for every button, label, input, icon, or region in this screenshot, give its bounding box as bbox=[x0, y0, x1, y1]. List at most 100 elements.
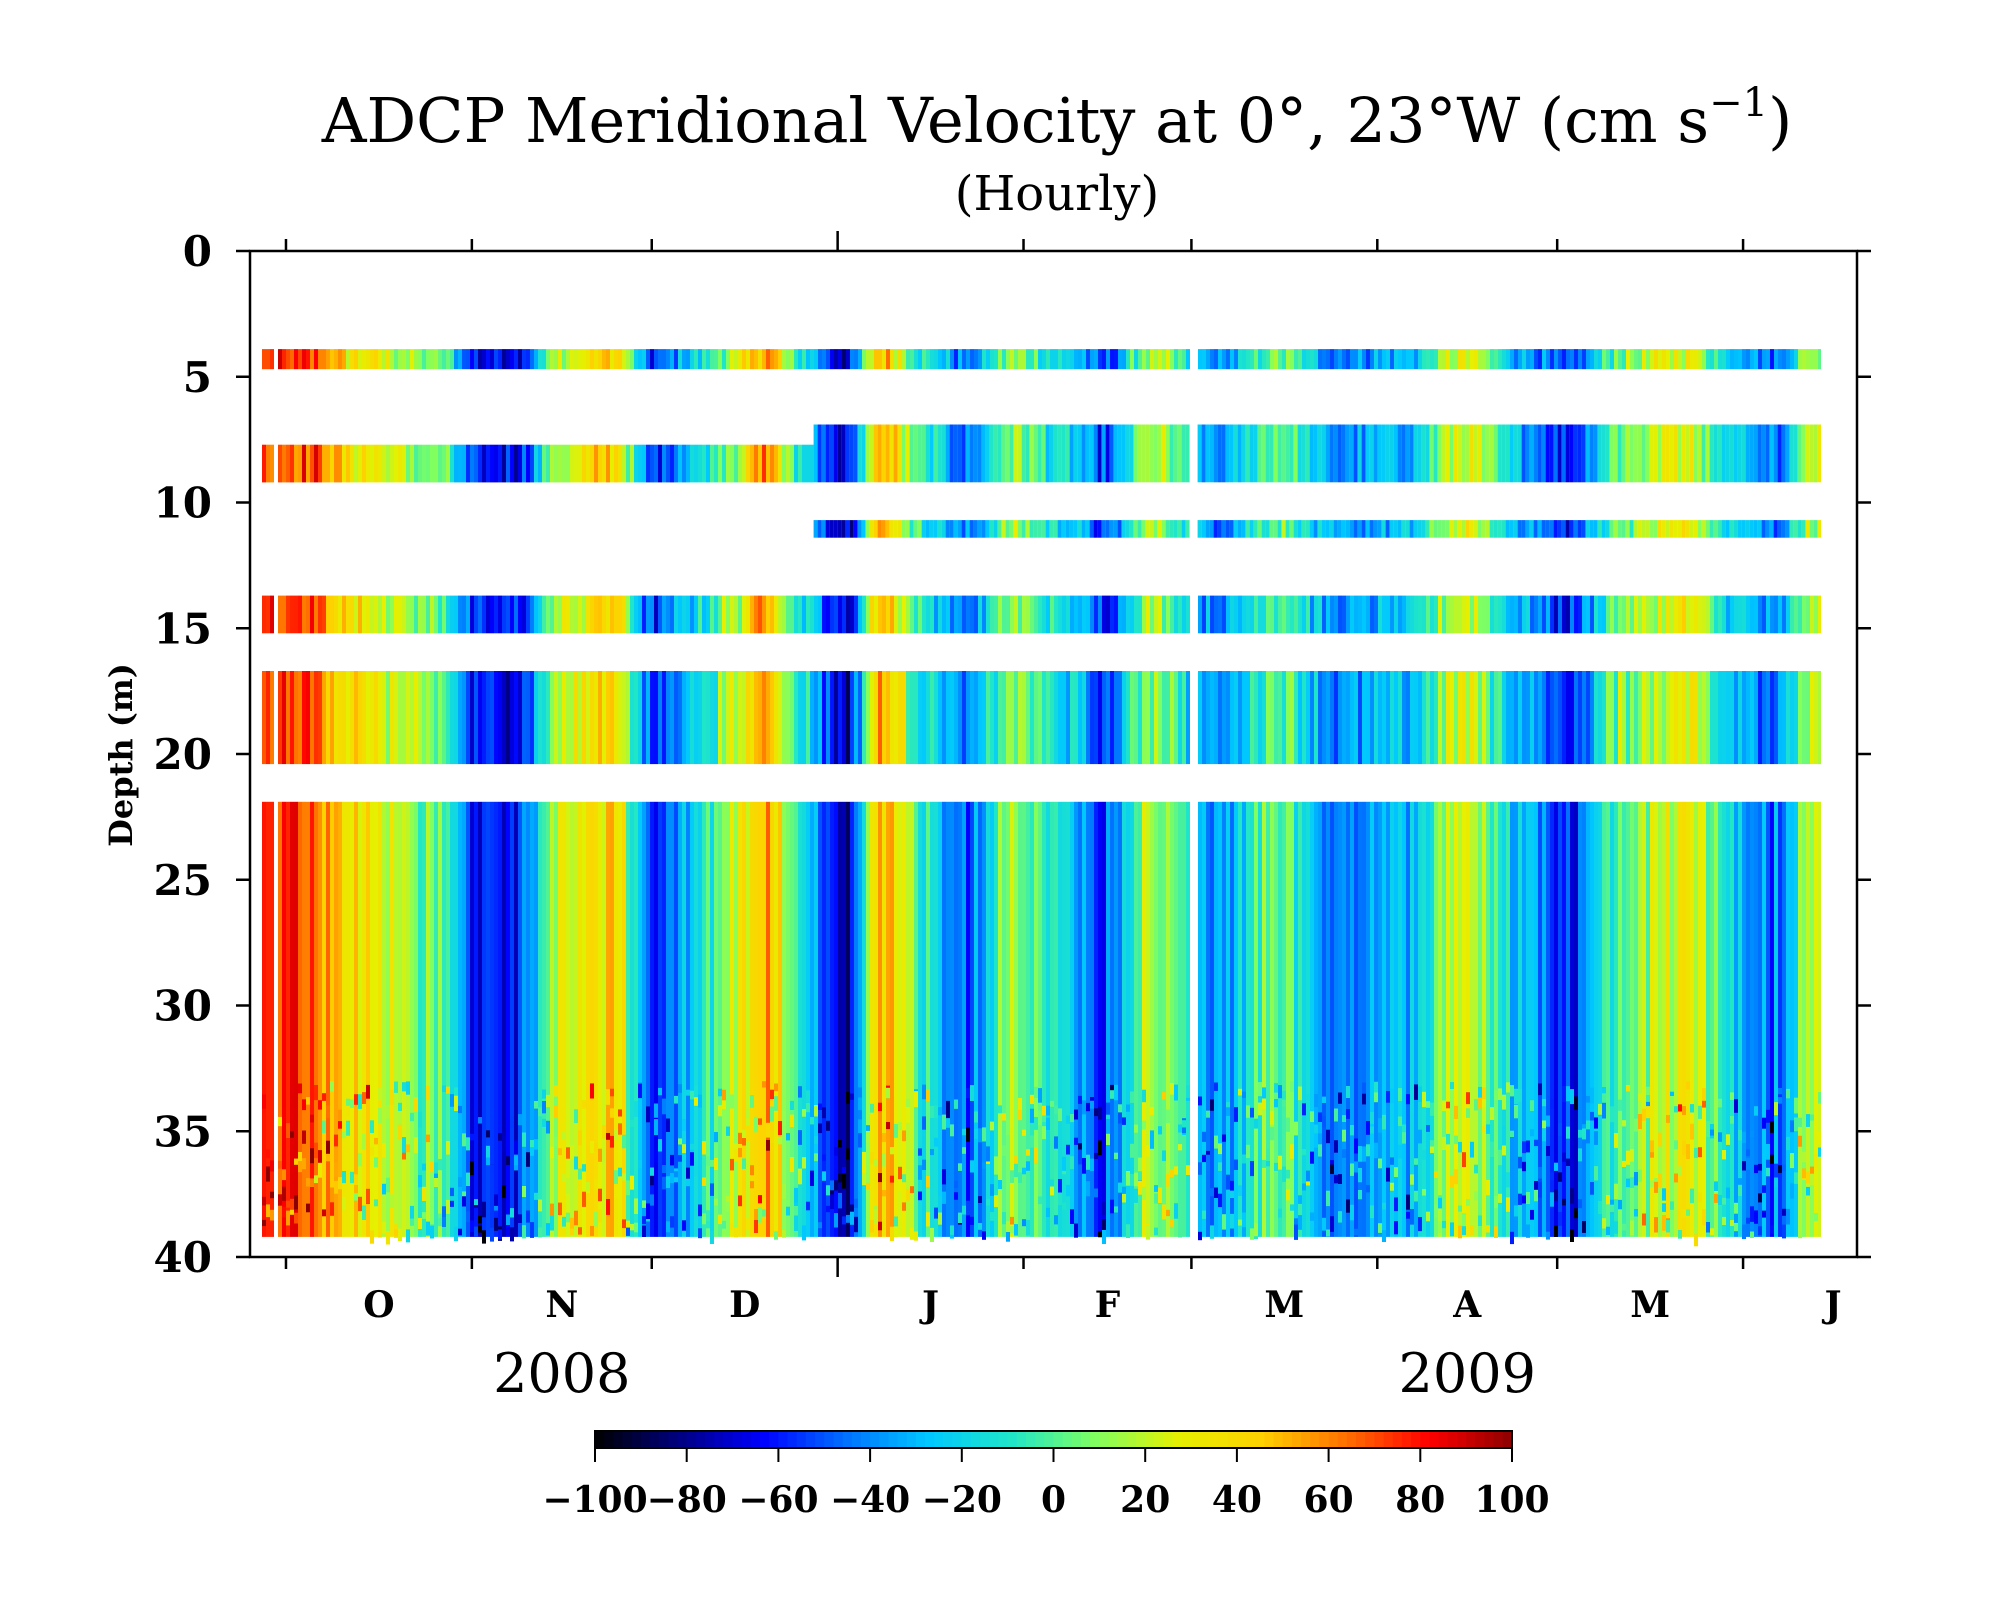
heat-cell bbox=[906, 349, 910, 370]
heat-cell bbox=[462, 595, 466, 634]
heat-cell bbox=[1530, 671, 1534, 765]
heat-cell bbox=[694, 1097, 698, 1106]
heat-cell bbox=[422, 349, 426, 370]
heat-cell bbox=[442, 1206, 446, 1217]
heat-cell bbox=[1165, 424, 1170, 483]
heat-cell bbox=[738, 1195, 742, 1207]
heat-cell bbox=[1234, 671, 1238, 765]
heat-cell bbox=[1558, 671, 1562, 765]
heat-cell bbox=[1618, 1099, 1622, 1111]
heat-cell bbox=[606, 595, 610, 634]
heat-cell bbox=[862, 1151, 866, 1167]
heat-cell bbox=[1470, 349, 1474, 370]
heat-cell bbox=[970, 1160, 974, 1173]
heat-cell bbox=[1474, 1191, 1478, 1201]
heat-cell bbox=[1498, 671, 1502, 765]
heat-cell bbox=[534, 1192, 538, 1200]
heat-cell bbox=[1702, 349, 1706, 370]
heat-cell bbox=[510, 1208, 514, 1218]
heat-cell bbox=[1178, 671, 1182, 765]
heat-cell bbox=[1790, 595, 1794, 634]
heat-cell bbox=[1002, 801, 1006, 1237]
heat-cell bbox=[1130, 801, 1134, 1237]
colorbar-swatch bbox=[1181, 1431, 1192, 1448]
heat-cell bbox=[762, 1081, 766, 1088]
heat-cell bbox=[754, 1219, 758, 1233]
heat-cell bbox=[694, 671, 698, 765]
heat-cell bbox=[974, 801, 978, 1237]
heat-cell bbox=[913, 520, 918, 538]
heat-cell bbox=[550, 801, 554, 1237]
heat-cell bbox=[1590, 349, 1594, 370]
heat-cell bbox=[1533, 520, 1538, 538]
chart-title-close: ) bbox=[1768, 84, 1792, 157]
heat-cell bbox=[1357, 520, 1362, 538]
heat-cell bbox=[774, 1096, 778, 1111]
heat-cell bbox=[702, 1177, 706, 1186]
heat-cell bbox=[1442, 1136, 1446, 1150]
heat-cell bbox=[722, 671, 726, 765]
heat-cell bbox=[1354, 595, 1358, 634]
heat-cell bbox=[670, 801, 674, 1237]
heat-cell bbox=[538, 444, 542, 483]
heat-cell bbox=[290, 671, 294, 765]
heat-cell bbox=[1478, 349, 1482, 370]
heat-cell bbox=[1542, 1128, 1546, 1142]
heat-cell bbox=[1090, 595, 1094, 634]
heat-cell bbox=[666, 1118, 670, 1132]
heat-cell bbox=[1154, 1185, 1158, 1192]
heat-cell bbox=[338, 801, 342, 1237]
heat-cell bbox=[658, 1203, 662, 1216]
heat-cell bbox=[973, 520, 978, 538]
heat-cell bbox=[570, 444, 574, 483]
heat-cell bbox=[1649, 424, 1654, 483]
heat-cell bbox=[1254, 1223, 1258, 1237]
heat-cell bbox=[426, 1221, 430, 1236]
heat-cell bbox=[1322, 595, 1326, 634]
heat-cell bbox=[1617, 424, 1622, 483]
heat-cell bbox=[578, 1168, 582, 1180]
heat-cell bbox=[1670, 595, 1674, 634]
heat-cell bbox=[810, 1170, 814, 1186]
heat-cell bbox=[1241, 520, 1246, 538]
heat-cell bbox=[386, 1231, 390, 1245]
heat-cell bbox=[1446, 671, 1450, 765]
heat-cell bbox=[1250, 595, 1254, 634]
heat-cell bbox=[778, 595, 782, 634]
heat-cell bbox=[406, 444, 410, 483]
heat-cell bbox=[1310, 801, 1314, 1237]
heat-cell bbox=[614, 1128, 618, 1140]
heat-cell bbox=[1054, 671, 1058, 765]
heat-cell bbox=[1430, 1102, 1434, 1116]
heat-cell bbox=[322, 1120, 326, 1134]
heat-cell bbox=[1274, 349, 1278, 370]
heat-cell bbox=[1774, 1163, 1778, 1178]
heat-cell bbox=[1654, 671, 1658, 765]
heat-cell bbox=[690, 595, 694, 634]
heat-cell bbox=[1382, 349, 1386, 370]
heat-cell bbox=[1146, 595, 1150, 634]
heat-cell bbox=[1390, 349, 1394, 370]
heat-cell bbox=[806, 595, 810, 634]
heat-cell bbox=[1669, 424, 1674, 483]
heat-cell bbox=[1582, 1221, 1586, 1233]
heat-cell bbox=[1498, 801, 1502, 1237]
heat-cell bbox=[338, 1177, 342, 1190]
heat-cell bbox=[1142, 349, 1146, 370]
heat-cell bbox=[1070, 595, 1074, 634]
heat-cell bbox=[978, 595, 982, 634]
heat-cell bbox=[1794, 1117, 1798, 1132]
heat-cell bbox=[1634, 801, 1638, 1237]
heat-cell bbox=[490, 444, 494, 483]
heat-cell bbox=[1662, 595, 1666, 634]
heat-cell bbox=[1509, 520, 1514, 538]
colorbar-swatch bbox=[824, 1431, 835, 1448]
heat-cell bbox=[1553, 520, 1558, 538]
heat-cell bbox=[1525, 520, 1530, 538]
heat-cell bbox=[390, 801, 394, 1237]
heat-cell bbox=[494, 1217, 498, 1231]
heat-cell bbox=[566, 444, 570, 483]
heat-cell bbox=[1510, 671, 1514, 765]
heat-cell bbox=[754, 1209, 758, 1220]
heat-cell bbox=[898, 349, 902, 370]
